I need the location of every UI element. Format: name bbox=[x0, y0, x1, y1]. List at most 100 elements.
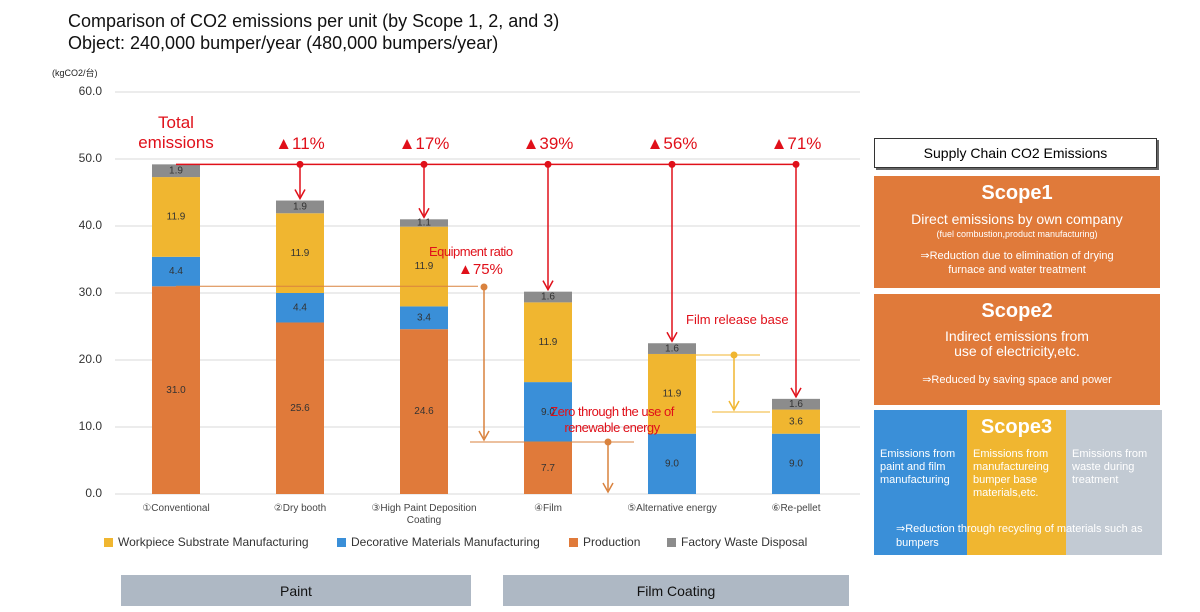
scope1-box: Scope1 Direct emissions by own company (… bbox=[874, 176, 1160, 288]
value-label: 11.9 bbox=[663, 388, 682, 399]
annotation-arrow-head bbox=[602, 482, 614, 494]
scope-heading: Scope3 bbox=[980, 416, 1053, 438]
annotation: ▲75% bbox=[458, 261, 503, 278]
legend-label: Decorative Materials Manufacturing bbox=[351, 535, 540, 549]
annotation: Total emissions bbox=[138, 113, 214, 152]
bar-segment bbox=[400, 219, 448, 227]
value-label: 9.0 bbox=[789, 458, 803, 469]
legend-label: Production bbox=[583, 535, 640, 549]
scope3-column: Emissions from paint and film manufactur… bbox=[874, 410, 967, 555]
bar-segment bbox=[152, 286, 200, 494]
value-label: 3.4 bbox=[417, 312, 431, 323]
legend-label: Workpiece Substrate Manufacturing bbox=[118, 535, 309, 549]
value-label: 24.6 bbox=[414, 406, 434, 417]
scope-note: ⇒Reduced by saving space and power bbox=[922, 374, 1112, 386]
legend-swatch bbox=[569, 538, 578, 547]
bar-segment bbox=[400, 306, 448, 330]
value-label: 4.4 bbox=[169, 266, 183, 277]
value-label: 4.4 bbox=[293, 302, 307, 313]
scope-note: ⇒Reduction through recycling of material… bbox=[896, 523, 1143, 549]
annotation-arrow-head bbox=[418, 207, 430, 219]
annotation: ▲71% bbox=[770, 134, 822, 153]
x-tick-label: ①Conventional bbox=[142, 503, 210, 514]
value-label: 1.6 bbox=[789, 399, 803, 410]
annotation: ▲17% bbox=[398, 134, 450, 153]
y-tick-label: 0.0 bbox=[85, 486, 102, 500]
bar-segment bbox=[152, 164, 200, 178]
bar-segment bbox=[524, 442, 572, 494]
bar-segment bbox=[276, 200, 324, 214]
value-label: 3.6 bbox=[789, 416, 803, 427]
bar-segment bbox=[152, 256, 200, 287]
bar-segment bbox=[772, 398, 820, 410]
bar-segment bbox=[524, 291, 572, 303]
scope-text: Indirect emissions from use of electrici… bbox=[945, 328, 1089, 359]
legend-swatch bbox=[104, 538, 113, 547]
bar-segment bbox=[276, 213, 324, 293]
legend-label: Factory Waste Disposal bbox=[681, 535, 807, 549]
bar-segment bbox=[648, 343, 696, 354]
bar-segment bbox=[772, 409, 820, 434]
value-label: 1.9 bbox=[293, 202, 307, 213]
y-tick-label: 50.0 bbox=[79, 151, 103, 165]
x-tick-label: ③High Paint Deposition Coating bbox=[371, 503, 477, 526]
x-tick-label: ⑤Alternative energy bbox=[627, 503, 717, 514]
bar-segment bbox=[276, 322, 324, 494]
value-label: 11.9 bbox=[291, 248, 310, 259]
scope3-column: Emissions from manufactureing bumper bas… bbox=[967, 410, 1066, 555]
annotation: Film release base bbox=[686, 312, 789, 327]
annotation-arrow-head bbox=[294, 189, 306, 201]
bar-segment bbox=[276, 293, 324, 323]
value-label: 11.9 bbox=[167, 212, 186, 223]
value-label: 11.9 bbox=[539, 337, 558, 348]
bar-segment bbox=[772, 433, 820, 494]
y-tick-label: 30.0 bbox=[79, 285, 103, 299]
bar-segment bbox=[400, 226, 448, 307]
legend-swatch bbox=[667, 538, 676, 547]
y-tick-label: 10.0 bbox=[79, 419, 103, 433]
annotation-arrow-head bbox=[728, 400, 740, 412]
subtitle: Object: 240,000 bumper/year (480,000 bum… bbox=[68, 33, 499, 53]
y-tick-label: 60.0 bbox=[79, 84, 103, 98]
value-label: 25.6 bbox=[290, 403, 310, 414]
scope-detail: (fuel combustion,product manufacturing) bbox=[936, 229, 1098, 239]
scope3-column: Emissions from waste during treatment bbox=[1066, 410, 1162, 555]
title: Comparison of CO2 emissions per unit (by… bbox=[68, 11, 560, 31]
bar-segment bbox=[648, 353, 696, 434]
panel-title: Supply Chain CO2 Emissions bbox=[874, 138, 1157, 168]
scope-heading: Scope2 bbox=[981, 300, 1053, 322]
group-label: Film Coating bbox=[503, 575, 849, 606]
bar-segment bbox=[524, 302, 572, 383]
value-label: 9.0 bbox=[665, 458, 679, 469]
annotation: ▲56% bbox=[646, 134, 698, 153]
bar-segment bbox=[152, 177, 200, 257]
value-label: 1.6 bbox=[665, 343, 679, 354]
annotation: ▲11% bbox=[275, 134, 325, 153]
y-tick-label: 40.0 bbox=[79, 218, 103, 232]
value-label: 31.0 bbox=[166, 385, 186, 396]
annotation-arrow-head bbox=[478, 430, 490, 442]
y-axis-label: (kgCO2/台) bbox=[52, 68, 98, 78]
value-label: 7.7 bbox=[541, 463, 555, 474]
annotation-arrow-head bbox=[790, 387, 802, 399]
scope2-box: Scope2 Indirect emissions from use of el… bbox=[874, 294, 1160, 405]
annotation-arrow-head bbox=[542, 280, 554, 292]
group-label: Paint bbox=[121, 575, 471, 606]
x-tick-label: ④Film bbox=[534, 503, 562, 514]
value-label: 11.9 bbox=[415, 261, 434, 272]
bar-segment bbox=[400, 329, 448, 494]
bar-segment bbox=[524, 382, 572, 443]
x-tick-label: ②Dry booth bbox=[273, 503, 327, 514]
bar-segment bbox=[648, 433, 696, 494]
x-tick-label: ⑥Re-pellet bbox=[771, 503, 821, 514]
value-label: 1.1 bbox=[417, 218, 431, 229]
y-tick-label: 20.0 bbox=[79, 352, 103, 366]
annotation-arrow-head bbox=[666, 331, 678, 343]
value-label: 1.6 bbox=[541, 292, 555, 303]
value-label: 1.9 bbox=[169, 165, 183, 176]
value-label: 9.0 bbox=[541, 407, 555, 418]
annotation: Zero through the use of renewable energy bbox=[550, 404, 674, 435]
chart-title: Comparison of CO2 emissions per unit (by… bbox=[68, 10, 559, 54]
